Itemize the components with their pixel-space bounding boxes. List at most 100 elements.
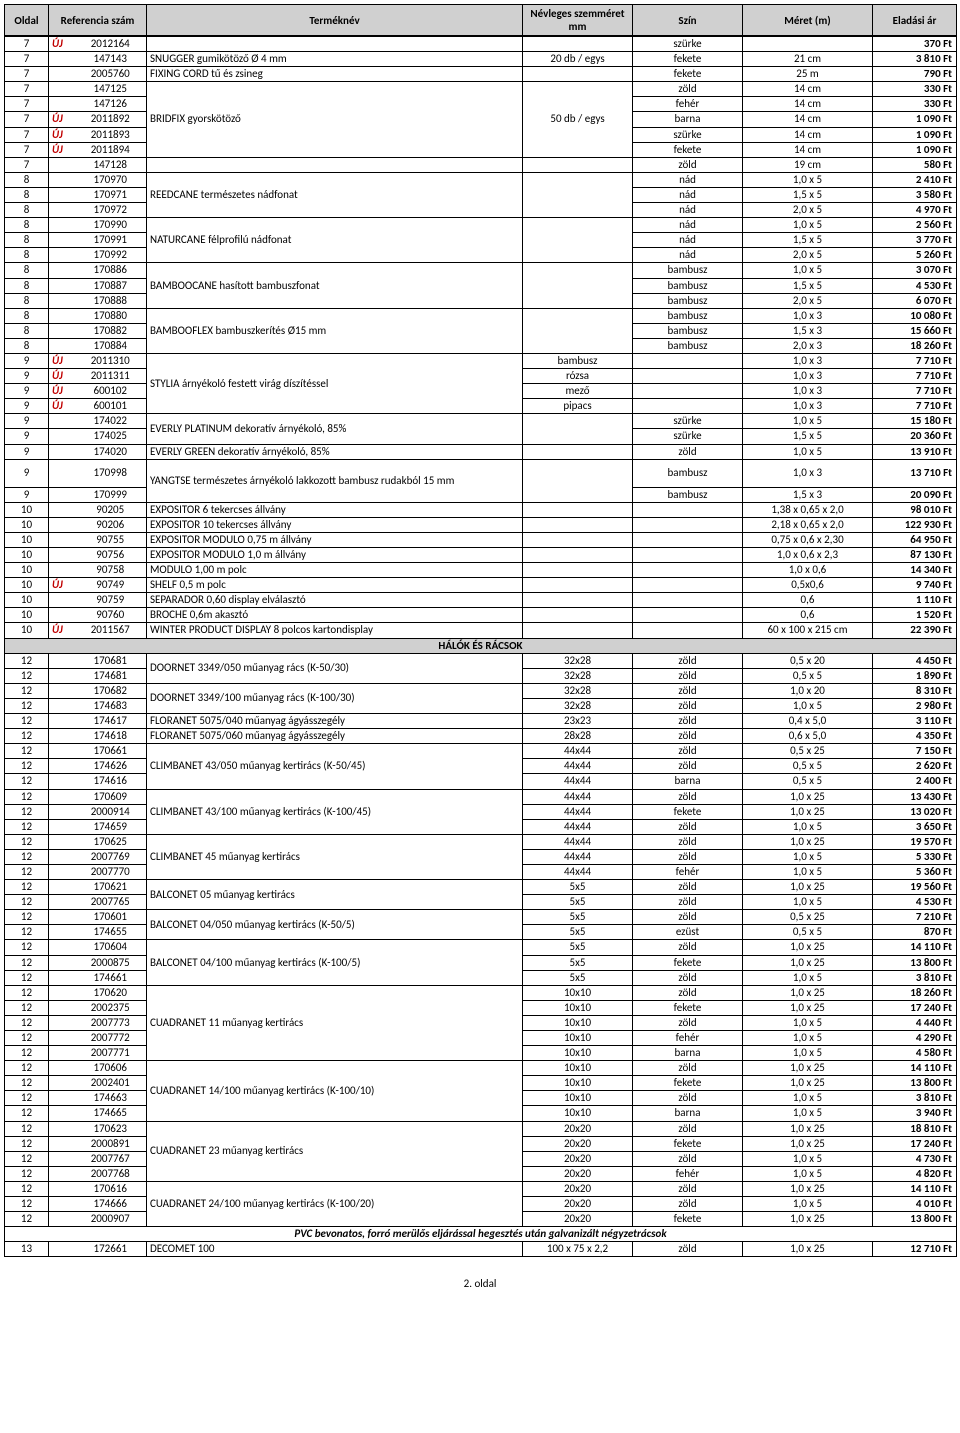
cell-uj: ÚJ [49, 353, 75, 368]
cell-ar: 580 Ft [873, 157, 957, 172]
cell-uj: ÚJ [49, 369, 75, 384]
cell-szin: fekete [633, 67, 743, 82]
cell-ar: 7 210 Ft [873, 910, 957, 925]
cell-ref: 90758 [75, 563, 147, 578]
cell-mm: 44x44 [523, 774, 633, 789]
cell-ref: 170884 [75, 338, 147, 353]
cell-ref: 170625 [75, 834, 147, 849]
cell-oldal: 12 [5, 1046, 49, 1061]
cell-name: EXPOSITOR 10 tekercses állvány [147, 517, 523, 532]
cell-uj [49, 517, 75, 532]
cell-szin: zöld [633, 759, 743, 774]
cell-oldal: 12 [5, 1136, 49, 1151]
cell-szin: zöld [633, 1197, 743, 1212]
cell-szin: zöld [633, 157, 743, 172]
cell-ref: 170970 [75, 172, 147, 187]
cell-ref: 174681 [75, 668, 147, 683]
cell-oldal: 8 [5, 248, 49, 263]
cell-meret: 1,0 x 25 [743, 789, 873, 804]
cell-ar: 790 Ft [873, 67, 957, 82]
cell-uj [49, 698, 75, 713]
cell-mm: pipacs [523, 399, 633, 414]
cell-ref: 147128 [75, 157, 147, 172]
cell-uj [49, 653, 75, 668]
cell-ar: 5 330 Ft [873, 849, 957, 864]
cell-meret: 2,0 x 5 [743, 293, 873, 308]
cell-ar: 330 Ft [873, 97, 957, 112]
cell-meret: 1,0 x 5 [743, 970, 873, 985]
cell-ar: 2 410 Ft [873, 172, 957, 187]
cell-name: SEPARADOR 0,60 display elválasztó [147, 593, 523, 608]
cell-meret: 1,0 x 0,6 [743, 563, 873, 578]
cell-oldal: 9 [5, 459, 49, 487]
cell-ar: 7 710 Ft [873, 369, 957, 384]
cell-meret: 1,0 x 3 [743, 399, 873, 414]
cell-ar: 4 580 Ft [873, 1046, 957, 1061]
cell-ref: 2007770 [75, 864, 147, 879]
cell-oldal: 12 [5, 1015, 49, 1030]
cell-oldal: 12 [5, 1212, 49, 1227]
cell-oldal: 7 [5, 67, 49, 82]
cell-mm [523, 218, 633, 263]
cell-name: CLIMBANET 43/050 műanyag kertirács (K-50… [147, 744, 523, 789]
cell-oldal: 12 [5, 1061, 49, 1076]
cell-szin [633, 563, 743, 578]
table-row: 9ÚJ2011310STYLIA árnyékoló festett virág… [5, 353, 957, 368]
cell-meret: 0,5 x 20 [743, 653, 873, 668]
cell-oldal: 12 [5, 864, 49, 879]
cell-name: WINTER PRODUCT DISPLAY 8 polcos kartondi… [147, 623, 523, 638]
cell-ref: 170623 [75, 1121, 147, 1136]
table-row: 7147128zöld19 cm580 Ft [5, 157, 957, 172]
cell-uj [49, 819, 75, 834]
table-row: 9174022EVERLY PLATINUM dekoratív árnyéko… [5, 414, 957, 429]
cell-oldal: 12 [5, 744, 49, 759]
table-row: 12170623CUADRANET 23 műanyag kertirács20… [5, 1121, 957, 1136]
cell-oldal: 12 [5, 774, 49, 789]
cell-szin: zöld [633, 668, 743, 683]
col-name: Terméknév [147, 5, 523, 37]
cell-name: EXPOSITOR MODULO 1,0 m állvány [147, 548, 523, 563]
cell-meret: 1,0 x 25 [743, 880, 873, 895]
cell-mm: 10x10 [523, 1076, 633, 1091]
cell-ref: 2007771 [75, 1046, 147, 1061]
table-row: 1090206EXPOSITOR 10 tekercses állvány2,1… [5, 517, 957, 532]
cell-meret: 1,0 x 25 [743, 834, 873, 849]
cell-uj [49, 263, 75, 278]
cell-uj [49, 985, 75, 1000]
table-row: 13172661DECOMET 100100 x 75 x 2,2zöld1,0… [5, 1242, 957, 1257]
cell-mm [523, 36, 633, 52]
cell-szin: zöld [633, 789, 743, 804]
cell-mm: 20x20 [523, 1197, 633, 1212]
cell-ar: 14 340 Ft [873, 563, 957, 578]
cell-szin [633, 578, 743, 593]
cell-szin: zöld [633, 1151, 743, 1166]
cell-oldal: 7 [5, 82, 49, 97]
cell-szin: barna [633, 1106, 743, 1121]
cell-oldal: 12 [5, 1151, 49, 1166]
cell-name: CLIMBANET 43/100 műanyag kertirács (K-10… [147, 789, 523, 834]
cell-ar: 330 Ft [873, 82, 957, 97]
cell-meret: 0,6 x 5,0 [743, 729, 873, 744]
cell-meret: 1,0 x 3 [743, 384, 873, 399]
cell-uj [49, 338, 75, 353]
cell-ar: 1 090 Ft [873, 142, 957, 157]
cell-ref: 170990 [75, 218, 147, 233]
cell-oldal: 12 [5, 789, 49, 804]
cell-name: FLORANET 5075/060 műanyag ágyásszegély [147, 729, 523, 744]
cell-meret: 1,0 x 5 [743, 1046, 873, 1061]
cell-ref: 2011311 [75, 369, 147, 384]
cell-uj [49, 1136, 75, 1151]
cell-mm: 10x10 [523, 1031, 633, 1046]
cell-meret: 1,0 x 5 [743, 1031, 873, 1046]
page-footer: 2. oldal [4, 1277, 956, 1290]
cell-uj [49, 774, 75, 789]
cell-ar: 7 710 Ft [873, 353, 957, 368]
cell-oldal: 12 [5, 1091, 49, 1106]
cell-oldal: 8 [5, 278, 49, 293]
cell-ar: 2 620 Ft [873, 759, 957, 774]
cell-ar: 17 240 Ft [873, 1000, 957, 1015]
cell-meret: 1,0 x 0,6 x 2,3 [743, 548, 873, 563]
cell-szin: barna [633, 1046, 743, 1061]
cell-oldal: 8 [5, 293, 49, 308]
cell-ref: 2000914 [75, 804, 147, 819]
